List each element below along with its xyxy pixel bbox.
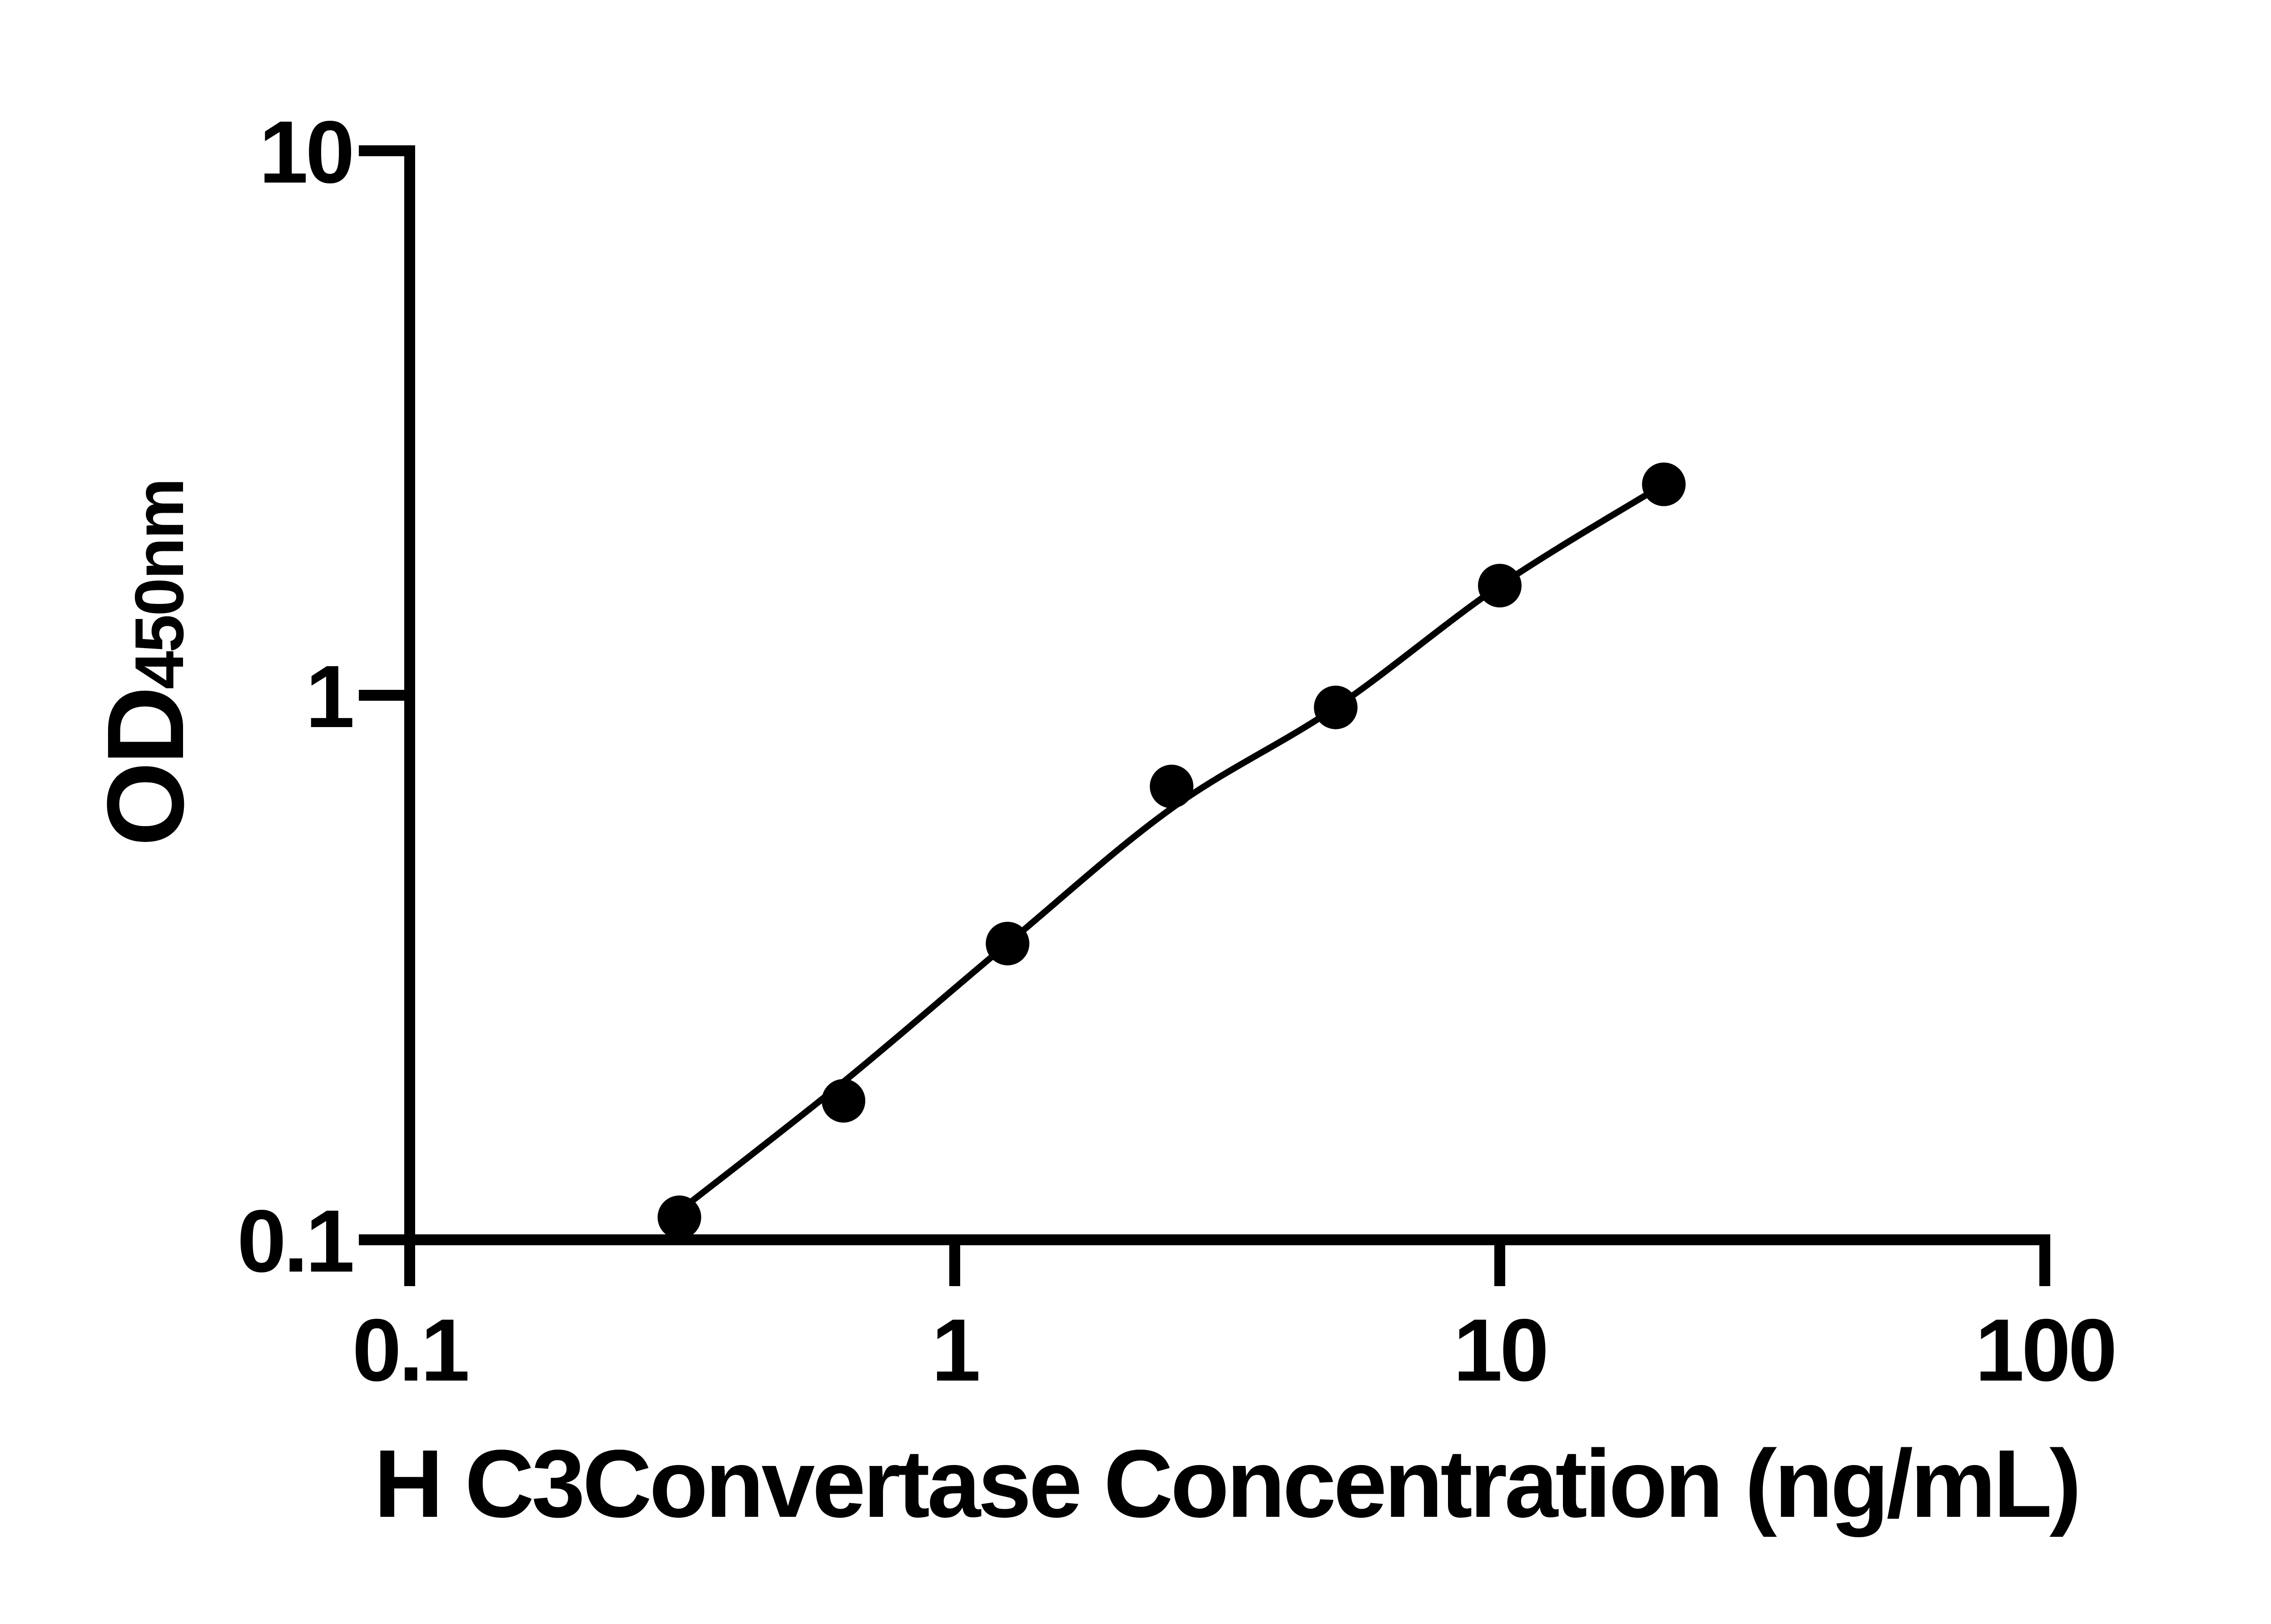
y-axis-title-sub: 450nm [121,480,198,689]
data-point [1150,764,1194,808]
y-axis-title: OD450nm [84,480,206,847]
data-point [1642,462,1686,506]
y-tick-label-1: 1 [306,647,353,746]
data-point [822,1079,866,1123]
data-point [986,921,1030,965]
y-tick-label-0.1: 0.1 [237,1192,353,1291]
y-axis-title-main: OD [84,689,206,847]
data-point [657,1195,701,1239]
x-tick-label-10: 10 [1453,1301,1547,1400]
y-tick-label-10: 10 [259,103,352,202]
axis-lines-and-ticks [359,145,2050,1286]
x-tick-label-0.1: 0.1 [352,1301,468,1400]
data-point [1314,685,1358,729]
x-axis-title: H C3Convertase Concentration (ng/mL) [374,1430,2079,1537]
x-tick-label-100: 100 [1975,1301,2114,1400]
data-points [657,462,1686,1239]
data-point [1478,564,1522,608]
x-tick-label-1: 1 [932,1301,979,1400]
axes [359,145,2050,1286]
tick-labels: 0.1 1 10 100 10 1 0.1 [237,103,2117,1400]
